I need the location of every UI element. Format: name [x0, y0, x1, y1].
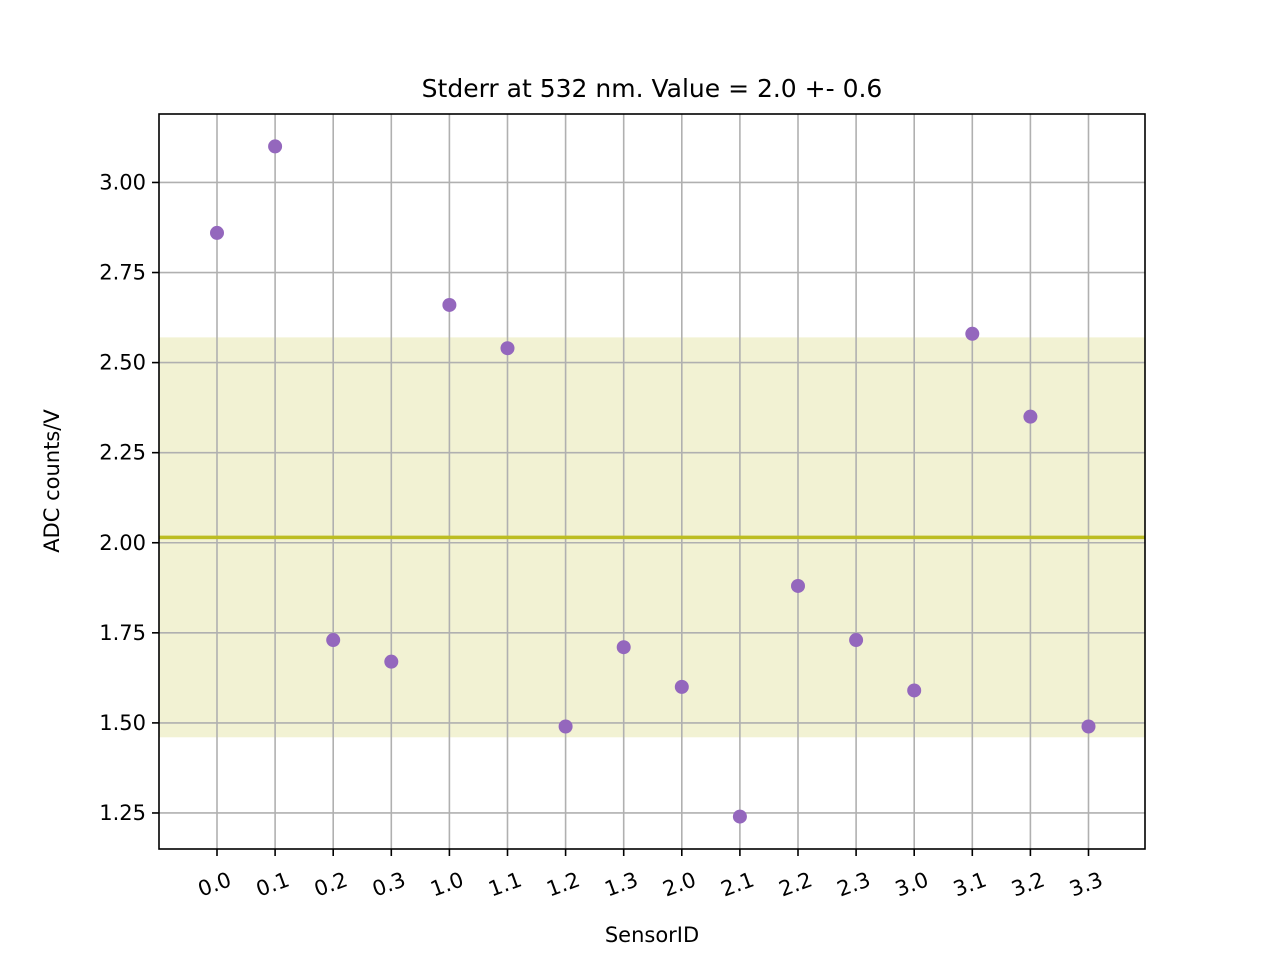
data-point	[1023, 409, 1038, 424]
data-point	[558, 719, 573, 734]
data-point	[500, 341, 515, 356]
data-point	[791, 578, 805, 593]
y-tick-label: 1.75	[99, 621, 146, 645]
data-point	[210, 225, 224, 240]
x-axis-label: SensorID	[605, 923, 699, 947]
data-point	[965, 326, 980, 341]
y-tick-label: 2.75	[99, 261, 146, 285]
y-tick-label: 1.25	[99, 801, 146, 825]
data-point	[442, 297, 457, 312]
y-tick-label: 2.50	[99, 351, 146, 375]
y-tick-label: 1.50	[99, 711, 146, 735]
data-point	[326, 633, 341, 648]
data-point	[1081, 719, 1096, 734]
data-point	[849, 633, 864, 648]
y-tick-label: 3.00	[99, 170, 146, 194]
data-point	[616, 640, 631, 655]
data-point	[674, 679, 689, 694]
data-point	[732, 809, 747, 824]
plot-frame	[158, 113, 1146, 850]
data-point	[268, 139, 283, 154]
y-axis-label: ADC counts/V	[40, 409, 64, 553]
y-tick-label: 2.25	[99, 441, 146, 465]
y-tick-label: 2.00	[99, 531, 146, 555]
chart-title: Stderr at 532 nm. Value = 2.0 +- 0.6	[422, 74, 883, 103]
data-point	[384, 654, 399, 669]
data-point	[907, 683, 922, 698]
